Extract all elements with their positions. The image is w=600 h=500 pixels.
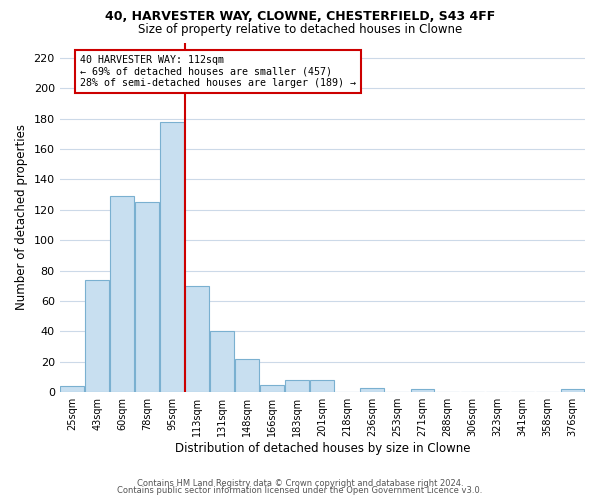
- Bar: [211, 332, 234, 392]
- Text: Contains HM Land Registry data © Crown copyright and database right 2024.: Contains HM Land Registry data © Crown c…: [137, 478, 463, 488]
- Bar: [136, 202, 159, 392]
- Text: Size of property relative to detached houses in Clowne: Size of property relative to detached ho…: [138, 22, 462, 36]
- Bar: [560, 389, 584, 392]
- Bar: [361, 388, 384, 392]
- Y-axis label: Number of detached properties: Number of detached properties: [15, 124, 28, 310]
- Bar: [410, 389, 434, 392]
- Bar: [160, 122, 184, 392]
- Bar: [60, 386, 84, 392]
- Bar: [286, 380, 309, 392]
- Text: 40, HARVESTER WAY, CLOWNE, CHESTERFIELD, S43 4FF: 40, HARVESTER WAY, CLOWNE, CHESTERFIELD,…: [105, 10, 495, 23]
- Bar: [260, 384, 284, 392]
- Bar: [110, 196, 134, 392]
- Bar: [310, 380, 334, 392]
- Text: Contains public sector information licensed under the Open Government Licence v3: Contains public sector information licen…: [118, 486, 482, 495]
- Bar: [85, 280, 109, 392]
- Bar: [185, 286, 209, 392]
- Text: 40 HARVESTER WAY: 112sqm
← 69% of detached houses are smaller (457)
28% of semi-: 40 HARVESTER WAY: 112sqm ← 69% of detach…: [80, 54, 356, 88]
- X-axis label: Distribution of detached houses by size in Clowne: Distribution of detached houses by size …: [175, 442, 470, 455]
- Bar: [235, 359, 259, 392]
